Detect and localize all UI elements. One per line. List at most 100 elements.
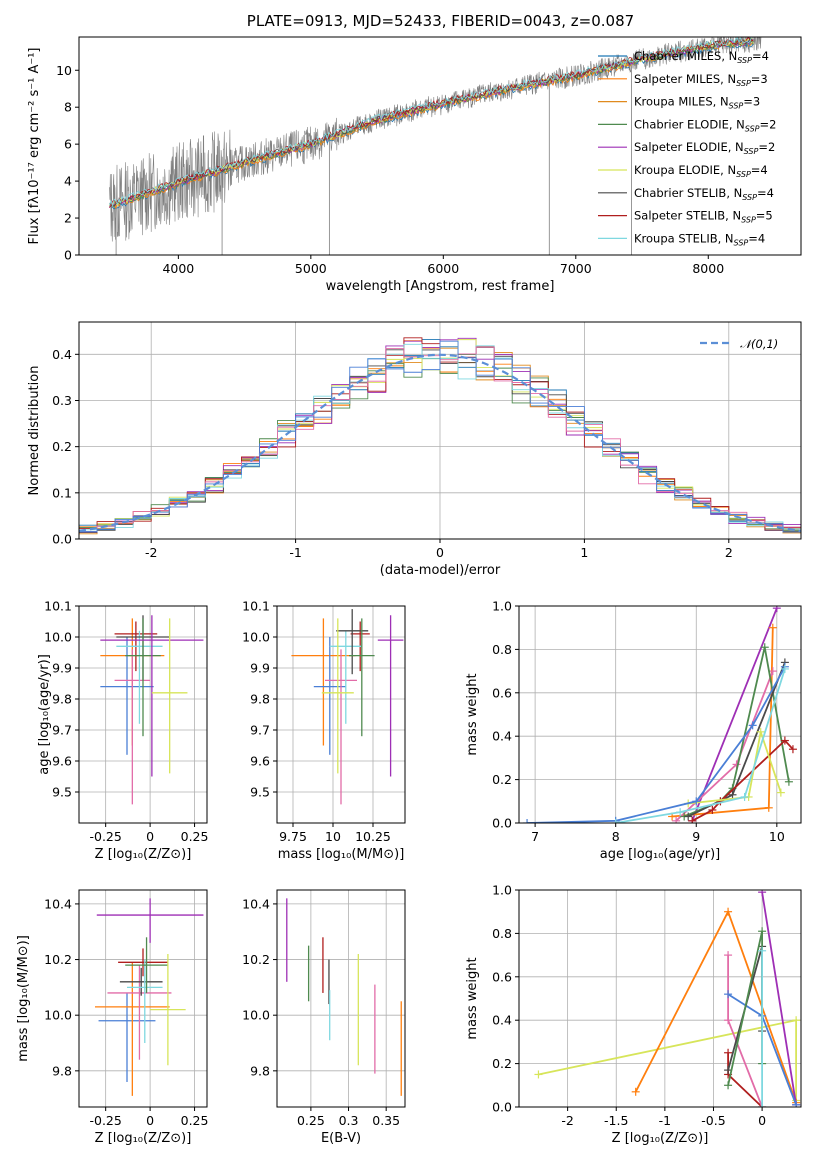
y-tick-label: 9.7 xyxy=(250,723,270,738)
x-tick-label: 7000 xyxy=(560,261,592,276)
x-tick-label: 4000 xyxy=(162,261,194,276)
weight-marker xyxy=(768,623,777,632)
x-tick-label: 6000 xyxy=(427,261,459,276)
y-axis-label: Normed distribution xyxy=(27,366,42,496)
axes-mass_vs_ebv xyxy=(273,889,406,1111)
x-axis-label: wavelength [Angstrom, rest frame] xyxy=(326,279,555,294)
x-tick-label: 9 xyxy=(692,829,700,844)
y-tick-label: 4 xyxy=(64,174,72,189)
axes-frame xyxy=(276,605,406,824)
legend-label: Salpeter STELIB, NSSP=5 xyxy=(634,209,773,225)
plot-area-age_vs_mass xyxy=(291,609,404,805)
x-tick-label: 0.3 xyxy=(339,1113,359,1128)
x-tick-label: -1 xyxy=(659,1113,671,1128)
errorbar-point xyxy=(125,937,168,993)
x-tick-label: -0.25 xyxy=(89,829,121,844)
y-tick-label: 0.6 xyxy=(492,969,512,984)
x-tick-label: 0 xyxy=(436,545,444,560)
x-tick-label: 10 xyxy=(325,829,341,844)
y-tick-label: 0 xyxy=(64,248,72,263)
errorbar-point xyxy=(150,953,186,1066)
weight-marker xyxy=(764,803,773,812)
axes-frame xyxy=(78,889,208,1108)
weight-marker xyxy=(776,788,785,797)
y-tick-label: 0.4 xyxy=(492,729,512,744)
y-tick-label: 0.2 xyxy=(52,439,72,454)
y-tick-label: 10.1 xyxy=(44,599,72,614)
weight-marker xyxy=(688,816,697,823)
y-tick-label: 0.3 xyxy=(52,393,72,408)
y-tick-label: 0.2 xyxy=(492,772,512,787)
y-tick-label: 9.6 xyxy=(52,754,72,769)
plot-area-residual_hist xyxy=(79,337,801,539)
weight-line xyxy=(761,892,797,1105)
weight-marker xyxy=(758,946,767,955)
errorbar-point xyxy=(96,898,204,943)
axes-weight_vs_age xyxy=(515,605,802,827)
x-tick-label: -1 xyxy=(289,545,301,560)
x-tick-label: 5000 xyxy=(295,261,327,276)
x-tick-label: 9.75 xyxy=(279,829,307,844)
x-tick-label: 7 xyxy=(531,829,539,844)
y-tick-label: 10.2 xyxy=(44,952,72,967)
y-tick-label: 9.8 xyxy=(250,1063,270,1078)
y-tick-label: 0.8 xyxy=(492,926,512,941)
y-tick-label: 9.7 xyxy=(52,723,72,738)
x-tick-label: 0.35 xyxy=(372,1113,400,1128)
errorbar-point xyxy=(119,967,163,996)
weight-marker xyxy=(740,792,749,801)
y-tick-label: 0.0 xyxy=(52,532,72,547)
weight-marker xyxy=(792,1100,801,1107)
x-tick-label: 0.25 xyxy=(181,1113,209,1128)
y-tick-label: 2 xyxy=(64,211,72,226)
y-tick-label: 8 xyxy=(64,100,72,115)
x-axis-label: (data-model)/error xyxy=(380,563,501,578)
weight-marker xyxy=(611,819,620,823)
weight-marker xyxy=(780,664,789,673)
weight-line xyxy=(634,909,797,1104)
errorbar-point xyxy=(100,615,204,777)
x-tick-label: 2 xyxy=(725,545,733,560)
legend-label: Salpeter MILES, NSSP=3 xyxy=(634,72,768,88)
y-tick-label: 6 xyxy=(64,137,72,152)
weight-marker xyxy=(784,777,793,786)
y-tick-label: 9.5 xyxy=(250,785,270,800)
weight-line xyxy=(615,668,786,823)
x-tick-label: -0.5 xyxy=(701,1113,725,1128)
y-tick-label: 10 xyxy=(56,63,72,78)
y-tick-label: 9.9 xyxy=(52,661,72,676)
plot-area-weight_vs_age xyxy=(523,606,797,823)
axes-frame xyxy=(518,605,802,824)
normal-curve xyxy=(79,353,801,532)
y-tick-label: 0.4 xyxy=(492,1013,512,1028)
x-tick-label: 0.25 xyxy=(297,1113,325,1128)
x-tick-label: 0 xyxy=(146,1113,154,1128)
y-tick-label: 0.0 xyxy=(492,1100,512,1115)
x-tick-label: 10.25 xyxy=(355,829,391,844)
legend-label: Chabrier STELIB, NSSP=4 xyxy=(634,186,774,202)
weight-marker xyxy=(676,808,685,817)
y-tick-label: 9.8 xyxy=(250,692,270,707)
weight-line xyxy=(691,607,778,822)
x-tick-label: 8 xyxy=(612,829,620,844)
weight-marker xyxy=(780,736,789,745)
weight-marker xyxy=(534,1070,543,1079)
page-title: PLATE=0913, MJD=52433, FIBERID=0043, z=0… xyxy=(246,12,635,30)
x-tick-label: -0.25 xyxy=(89,1113,121,1128)
weight-marker xyxy=(758,927,767,936)
errorbar-point xyxy=(118,948,168,977)
legend-label: 𝒩(0,1) xyxy=(740,337,778,351)
legend: 𝒩(0,1) xyxy=(700,337,778,351)
axes-age_vs_mass xyxy=(273,605,406,827)
x-tick-label: 8000 xyxy=(692,261,724,276)
x-axis-label: Z [log₁₀(Z/Z⊙)] xyxy=(612,1131,709,1146)
x-axis-label: Z [log₁₀(Z/Z⊙)] xyxy=(95,1131,192,1146)
errorbar-point xyxy=(329,630,362,724)
axes-age_vs_Z xyxy=(75,605,208,827)
y-tick-label: 10.0 xyxy=(44,630,72,645)
axes-frame xyxy=(78,605,208,824)
y-tick-label: 0.0 xyxy=(492,816,512,831)
y-tick-label: 10.0 xyxy=(44,1008,72,1023)
y-axis-label: mass weight xyxy=(465,957,480,1039)
